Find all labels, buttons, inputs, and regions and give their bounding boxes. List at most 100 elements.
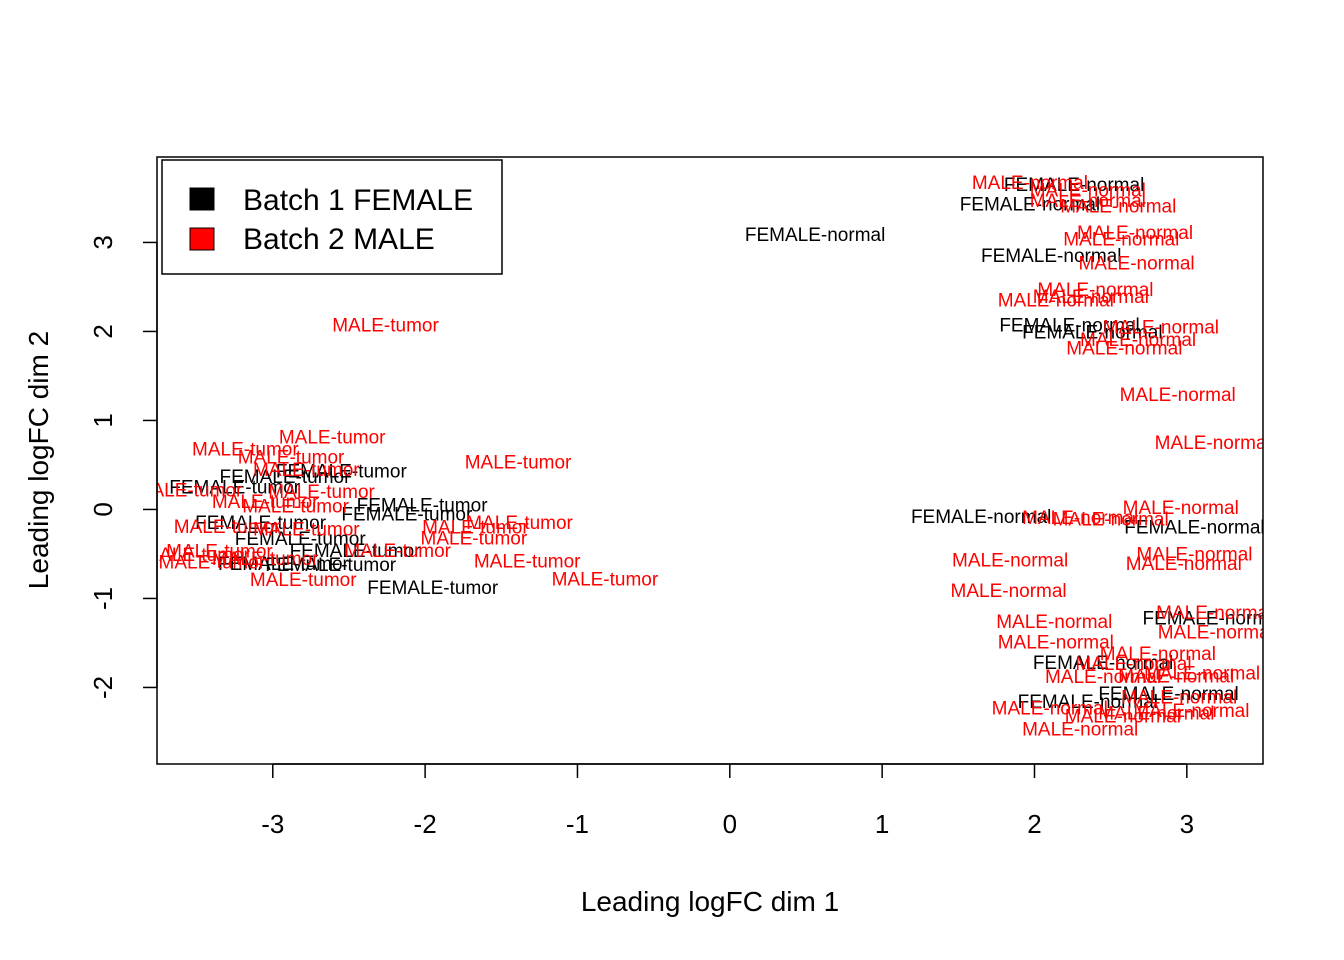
y-tick-label: 3 bbox=[88, 235, 118, 249]
point-label-batch2: MALE-tumor bbox=[422, 518, 529, 539]
x-tick-label: -2 bbox=[414, 809, 437, 839]
point-label-batch2: MALE-normal bbox=[972, 173, 1088, 194]
point-label-batch1: FEMALE-normal bbox=[999, 316, 1139, 337]
point-label-batch2: MALE-normal bbox=[1037, 280, 1153, 301]
point-label-batch2: MALE-tumor bbox=[552, 569, 659, 590]
point-label-batch2: MALE-normal bbox=[1136, 544, 1252, 565]
point-label-batch2: MALE-tumor bbox=[421, 528, 528, 549]
point-label-batch2: MALE-normal bbox=[1098, 704, 1214, 725]
point-label-batch2: MALE-normal bbox=[1100, 644, 1216, 665]
point-label-batch1: FEMALE-normal bbox=[1018, 692, 1158, 713]
point-label-batch2: MALE-normal bbox=[1030, 191, 1146, 212]
point-label-batch1: FEMALE-normal bbox=[1033, 653, 1173, 674]
point-label-batch2: MALE-normal bbox=[996, 612, 1112, 633]
x-tick-label: 2 bbox=[1027, 809, 1041, 839]
point-label-batch2: MALE-tumor bbox=[279, 428, 386, 449]
point-label-batch2: MALE-normal bbox=[1077, 223, 1193, 244]
point-label-batch1: FEMALE-normal bbox=[981, 246, 1121, 267]
legend-swatch-batch2 bbox=[189, 227, 215, 251]
point-label-batch2: MALE-tumor bbox=[192, 439, 299, 460]
point-label-batch2: MALE-normal bbox=[1144, 664, 1260, 685]
point-label-batch2: MALE-tumor bbox=[159, 552, 266, 573]
x-axis-title: Leading logFC dim 1 bbox=[581, 886, 839, 917]
y-tick-label: 0 bbox=[88, 502, 118, 516]
point-label-batch1: FEMALE-tumor bbox=[276, 462, 408, 483]
y-tick-label: -2 bbox=[88, 676, 118, 699]
x-tick-label: -1 bbox=[566, 809, 589, 839]
x-tick-label: -3 bbox=[261, 809, 284, 839]
point-label-batch2: MALE-normal bbox=[1045, 667, 1161, 688]
point-label-batch2: MALE-normal bbox=[1155, 433, 1271, 454]
point-label-batch2: MALE-normal bbox=[1063, 229, 1179, 250]
point-label-batch2: MALE-normal bbox=[1126, 554, 1242, 575]
point-label-batch2: MALE-tumor bbox=[332, 316, 439, 337]
legend-label-batch1: Batch 1 FEMALE bbox=[243, 184, 473, 217]
point-label-batch2: MALE-normal bbox=[1156, 603, 1272, 624]
point-label-batch2: MALE-tumor bbox=[238, 447, 345, 468]
point-label-batch2: MALE-normal bbox=[1118, 666, 1234, 687]
point-label-batch2: MALE-tumor bbox=[268, 482, 375, 503]
point-label-batch2: MALE-normal bbox=[1121, 688, 1237, 709]
point-label-batch2: MALE-tumor bbox=[466, 513, 573, 534]
point-label-batch2: MALE-normal bbox=[1075, 654, 1191, 675]
point-label-batch2: MALE-tumor bbox=[474, 551, 581, 572]
point-label-batch2: MALE-normal bbox=[1065, 706, 1181, 727]
point-label-batch2: MALE-tumor bbox=[166, 542, 273, 563]
point-label-batch2: MALE-normal bbox=[998, 632, 1114, 653]
point-label-batch1: FEMALE-normal bbox=[911, 507, 1051, 528]
point-label-batch1: FEMALE-tumor bbox=[195, 513, 327, 534]
point-label-batch2: MALE-tumor bbox=[143, 545, 250, 566]
y-axis-title: Leading logFC dim 2 bbox=[23, 331, 54, 589]
point-label-batch1: FEMALE-tumor bbox=[169, 478, 301, 499]
x-tick-label: 1 bbox=[875, 809, 889, 839]
point-label-batch2: MALE-normal bbox=[1133, 701, 1249, 722]
point-label-batch2: MALE-normal bbox=[1033, 287, 1149, 308]
point-label-batch1: FEMALE-tumor bbox=[290, 541, 422, 562]
point-label-batch1: FEMALE-tumor bbox=[220, 467, 352, 488]
point-label-batch2: MALE-normal bbox=[1078, 253, 1194, 274]
point-label-batch2: MALE-normal bbox=[1103, 317, 1219, 338]
y-tick-label: -1 bbox=[88, 587, 118, 610]
point-label-batch2: MALE-tumor bbox=[212, 492, 319, 513]
legend-box bbox=[161, 159, 503, 275]
point-label-batch2: MALE-normal bbox=[992, 698, 1108, 719]
y-axis: -2 -1 0 1 2 3 bbox=[88, 235, 158, 699]
point-label-batch1: FEMALE-tumor bbox=[235, 529, 367, 550]
point-label-batch2: MALE-normal bbox=[1022, 720, 1138, 741]
points-layer: FEMALE-normalFEMALE-normalFEMALE-normalF… bbox=[143, 173, 1272, 741]
x-tick-label: 3 bbox=[1180, 809, 1194, 839]
point-label-batch2: MALE-normal bbox=[1066, 339, 1182, 360]
point-label-batch2: MALE-tumor bbox=[253, 460, 360, 481]
point-label-batch1: FEMALE-tumor bbox=[357, 495, 489, 516]
point-label-batch2: MALE-tumor bbox=[253, 519, 360, 540]
point-label-batch1: FEMALE-tumor bbox=[367, 578, 499, 599]
point-label-batch2: MALE-tumor bbox=[344, 541, 451, 562]
legend-label-batch2: Batch 2 MALE bbox=[243, 223, 435, 256]
point-label-batch2: MALE-normal bbox=[1123, 498, 1239, 519]
point-label-batch2: MALE-tumor bbox=[242, 496, 349, 517]
y-tick-label: 1 bbox=[88, 413, 118, 427]
point-label-batch2: MALE-normal bbox=[998, 291, 1114, 312]
legend-swatch-batch1 bbox=[189, 187, 215, 211]
point-label-batch1: FEMALE-tumor bbox=[341, 504, 473, 525]
point-label-batch2: MALE-tumor bbox=[465, 453, 572, 474]
point-label-batch2: MALE-normal bbox=[1060, 196, 1176, 217]
point-label-batch2: MALE-tumor bbox=[174, 517, 281, 538]
point-label-batch2: MALE-tumor bbox=[212, 549, 319, 570]
point-label-batch1: FEMALE-normal bbox=[960, 195, 1100, 216]
point-label-batch2: MALE-normal bbox=[951, 581, 1067, 602]
point-label-batch2: MALE-normal bbox=[1120, 385, 1236, 406]
legend: Batch 1 FEMALE Batch 2 MALE bbox=[161, 159, 503, 275]
point-label-batch1: FEMALE-normal bbox=[1022, 323, 1162, 344]
point-label-batch1: FEMALE-tumor bbox=[218, 554, 350, 575]
point-label-batch1: FEMALE-normal bbox=[1098, 684, 1238, 705]
point-label-batch2: MALE-normal bbox=[952, 551, 1068, 572]
y-tick-label: 2 bbox=[88, 324, 118, 338]
point-label-batch2: MALE-normal bbox=[1022, 508, 1138, 529]
point-label-batch2: MALE-normal bbox=[1030, 180, 1146, 201]
point-label-batch2: MALE-normal bbox=[1053, 510, 1169, 531]
point-label-batch2: MALE-tumor bbox=[250, 570, 357, 591]
point-label-batch1: FEMALE-tumor bbox=[265, 555, 397, 576]
x-tick-label: 0 bbox=[723, 809, 737, 839]
